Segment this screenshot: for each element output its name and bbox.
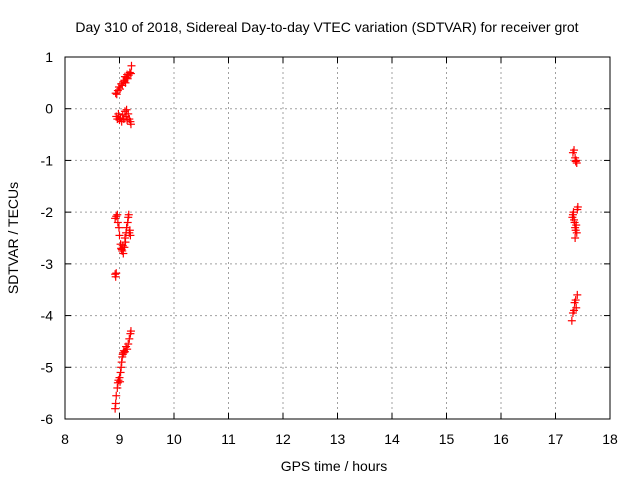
- x-tick-label: 11: [221, 431, 236, 447]
- data-point: [124, 109, 133, 118]
- y-tick-label: 0: [45, 101, 53, 117]
- data-point: [119, 346, 128, 355]
- data-point: [122, 105, 131, 114]
- data-point: [116, 377, 125, 386]
- data-point: [573, 202, 582, 211]
- data-point: [113, 218, 122, 227]
- ticks: [64, 56, 611, 420]
- data-point: [124, 210, 133, 219]
- x-tick-label: 9: [116, 431, 124, 447]
- x-tick-label: 12: [275, 431, 291, 447]
- data-point: [123, 70, 132, 79]
- x-tick-label: 8: [61, 431, 69, 447]
- data-point: [111, 399, 120, 408]
- data-point: [121, 238, 130, 247]
- x-tick-label: 17: [548, 431, 564, 447]
- grid: [65, 57, 610, 419]
- x-tick-labels: 8 9 10 11 12 13 14 15 16 17 18: [61, 431, 618, 447]
- data-point: [114, 223, 123, 232]
- y-tick-label: -5: [41, 359, 54, 375]
- data-point: [112, 90, 121, 99]
- x-axis-label: GPS time / hours: [281, 458, 388, 474]
- data-point: [571, 234, 580, 242]
- data-point: [126, 69, 135, 78]
- data-point: [572, 303, 581, 312]
- x-tick-label: 14: [384, 431, 400, 447]
- data-point: [114, 109, 123, 118]
- data-point: [570, 146, 579, 155]
- data-points: [111, 61, 582, 413]
- data-point: [111, 272, 120, 281]
- y-tick-label: -6: [41, 411, 54, 427]
- x-tick-label: 10: [166, 431, 182, 447]
- data-point: [572, 221, 581, 230]
- x-tick-label: 18: [602, 431, 618, 447]
- y-tick-label: -3: [41, 256, 54, 272]
- chart-title: Day 310 of 2018, Sidereal Day-to-day VTE…: [75, 19, 578, 35]
- y-tick-label: 1: [45, 49, 53, 65]
- data-point: [112, 391, 121, 400]
- data-point: [119, 249, 128, 258]
- data-point: [126, 327, 135, 336]
- data-point: [567, 316, 576, 325]
- data-point: [126, 120, 135, 129]
- x-tick-label: 13: [330, 431, 346, 447]
- data-point: [125, 334, 134, 343]
- y-tick-labels: 1 0 -1 -2 -3 -4 -5 -6: [41, 49, 54, 427]
- data-point: [112, 212, 121, 221]
- data-point: [571, 296, 580, 305]
- data-point: [124, 340, 133, 349]
- y-tick-label: -1: [41, 152, 54, 168]
- data-point: [125, 226, 134, 235]
- data-point: [572, 159, 581, 168]
- data-point: [115, 231, 124, 240]
- x-tick-label: 15: [439, 431, 455, 447]
- data-point: [123, 345, 132, 354]
- data-point: [127, 61, 136, 70]
- data-point: [573, 290, 582, 299]
- y-axis-label: SDTVAR / TECUs: [5, 182, 21, 294]
- data-point: [113, 210, 122, 219]
- x-tick-label: 16: [493, 431, 509, 447]
- data-point: [117, 245, 126, 254]
- y-tick-label: -2: [41, 204, 54, 220]
- data-point: [571, 157, 580, 166]
- data-point: [572, 228, 581, 237]
- y-tick-label: -4: [41, 308, 54, 324]
